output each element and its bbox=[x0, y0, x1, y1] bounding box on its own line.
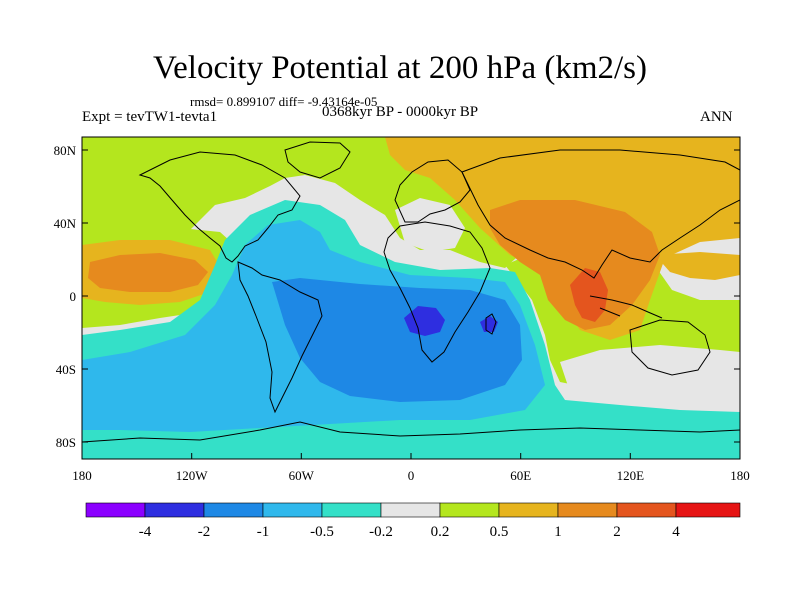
coast-north-america bbox=[138, 151, 301, 263]
lon-label-120w: 120W bbox=[176, 468, 209, 483]
contour-neg-1-southatlantic bbox=[272, 278, 522, 402]
contour-pos-1-pacific bbox=[88, 253, 208, 292]
contour-pos-2-indonesia bbox=[570, 268, 608, 322]
colorbar: -4 -2 -1 -0.5 -0.2 0.2 0.5 1 2 4 bbox=[85, 502, 741, 540]
lat-ticks bbox=[82, 149, 740, 443]
coast-madagascar bbox=[485, 313, 497, 335]
stats-text: rmsd= 0.899107 diff= -9.43164e-05 bbox=[190, 94, 378, 109]
colorbar-box-7 bbox=[439, 502, 500, 518]
contour-pos-1-asia bbox=[490, 200, 660, 330]
period-label: 0368kyr BP - 0000kyr BP bbox=[322, 104, 479, 120]
colorbar-box-3 bbox=[203, 502, 264, 518]
chart-title: Velocity Potential at 200 hPa (km2/s) bbox=[152, 50, 648, 86]
contour-neutral-mideast bbox=[395, 198, 465, 252]
colorbar-box-11 bbox=[675, 502, 741, 518]
colorbar-box-1 bbox=[85, 502, 146, 518]
coast-africa bbox=[383, 221, 491, 363]
coast-antarctica bbox=[82, 421, 740, 443]
colorbar-label-7: 0.5 bbox=[490, 524, 509, 540]
lat-label-40n: 40N bbox=[54, 216, 77, 231]
lon-label-60e: 60E bbox=[510, 468, 531, 483]
colorbar-label-9: 2 bbox=[613, 524, 621, 540]
lat-label-80n: 80N bbox=[54, 143, 77, 158]
lon-ticks bbox=[81, 453, 741, 459]
colorbar-box-2 bbox=[144, 502, 205, 518]
contour-pos-0.5-tropics bbox=[655, 252, 740, 280]
lat-label-40s: 40S bbox=[56, 362, 76, 377]
colorbar-label-8: 1 bbox=[554, 524, 562, 540]
colorbar-label-10: 4 bbox=[672, 524, 680, 540]
coast-indonesia bbox=[589, 295, 663, 319]
colorbar-label-3: -1 bbox=[257, 524, 270, 540]
lat-labels: 80N 40N 0 40S 80S bbox=[54, 143, 77, 450]
colorbar-boxes bbox=[85, 502, 741, 518]
coast-europe bbox=[394, 159, 471, 223]
colorbar-label-4: -0.5 bbox=[310, 524, 334, 540]
lon-labels: 180 120W 60W 0 60E 120E 180 bbox=[72, 468, 750, 483]
map-panel bbox=[82, 137, 740, 459]
lon-label-0: 0 bbox=[408, 468, 415, 483]
lat-label-0: 0 bbox=[70, 289, 77, 304]
colorbar-box-5 bbox=[321, 502, 382, 518]
coast-south-america bbox=[237, 261, 323, 414]
colorbar-box-8 bbox=[498, 502, 559, 518]
colorbar-box-10 bbox=[616, 502, 677, 518]
experiment-label: Expt = tevTW1-tevta1 bbox=[82, 109, 218, 125]
season-label: ANN bbox=[700, 109, 733, 125]
coast-australia bbox=[629, 319, 711, 376]
colorbar-box-6 bbox=[380, 502, 441, 518]
lon-label-180w: 180 bbox=[72, 468, 92, 483]
coastlines bbox=[82, 141, 740, 443]
contour-neutral-sepac bbox=[560, 345, 740, 418]
contour-neg-2-africa bbox=[404, 306, 445, 336]
colorbar-label-2: -2 bbox=[198, 524, 211, 540]
lon-label-180e: 180 bbox=[730, 468, 750, 483]
colorbar-label-5: -0.2 bbox=[369, 524, 393, 540]
coast-greenland bbox=[284, 141, 351, 179]
coast-asia bbox=[461, 149, 740, 279]
colorbar-label-1: -4 bbox=[139, 524, 152, 540]
lat-label-80s: 80S bbox=[56, 435, 76, 450]
lon-label-60w: 60W bbox=[289, 468, 315, 483]
lon-label-120e: 120E bbox=[617, 468, 645, 483]
colorbar-box-4 bbox=[262, 502, 323, 518]
colorbar-label-6: 0.2 bbox=[431, 524, 450, 540]
colorbar-box-9 bbox=[557, 502, 618, 518]
colorbar-labels: -4 -2 -1 -0.5 -0.2 0.2 0.5 1 2 4 bbox=[139, 524, 681, 540]
